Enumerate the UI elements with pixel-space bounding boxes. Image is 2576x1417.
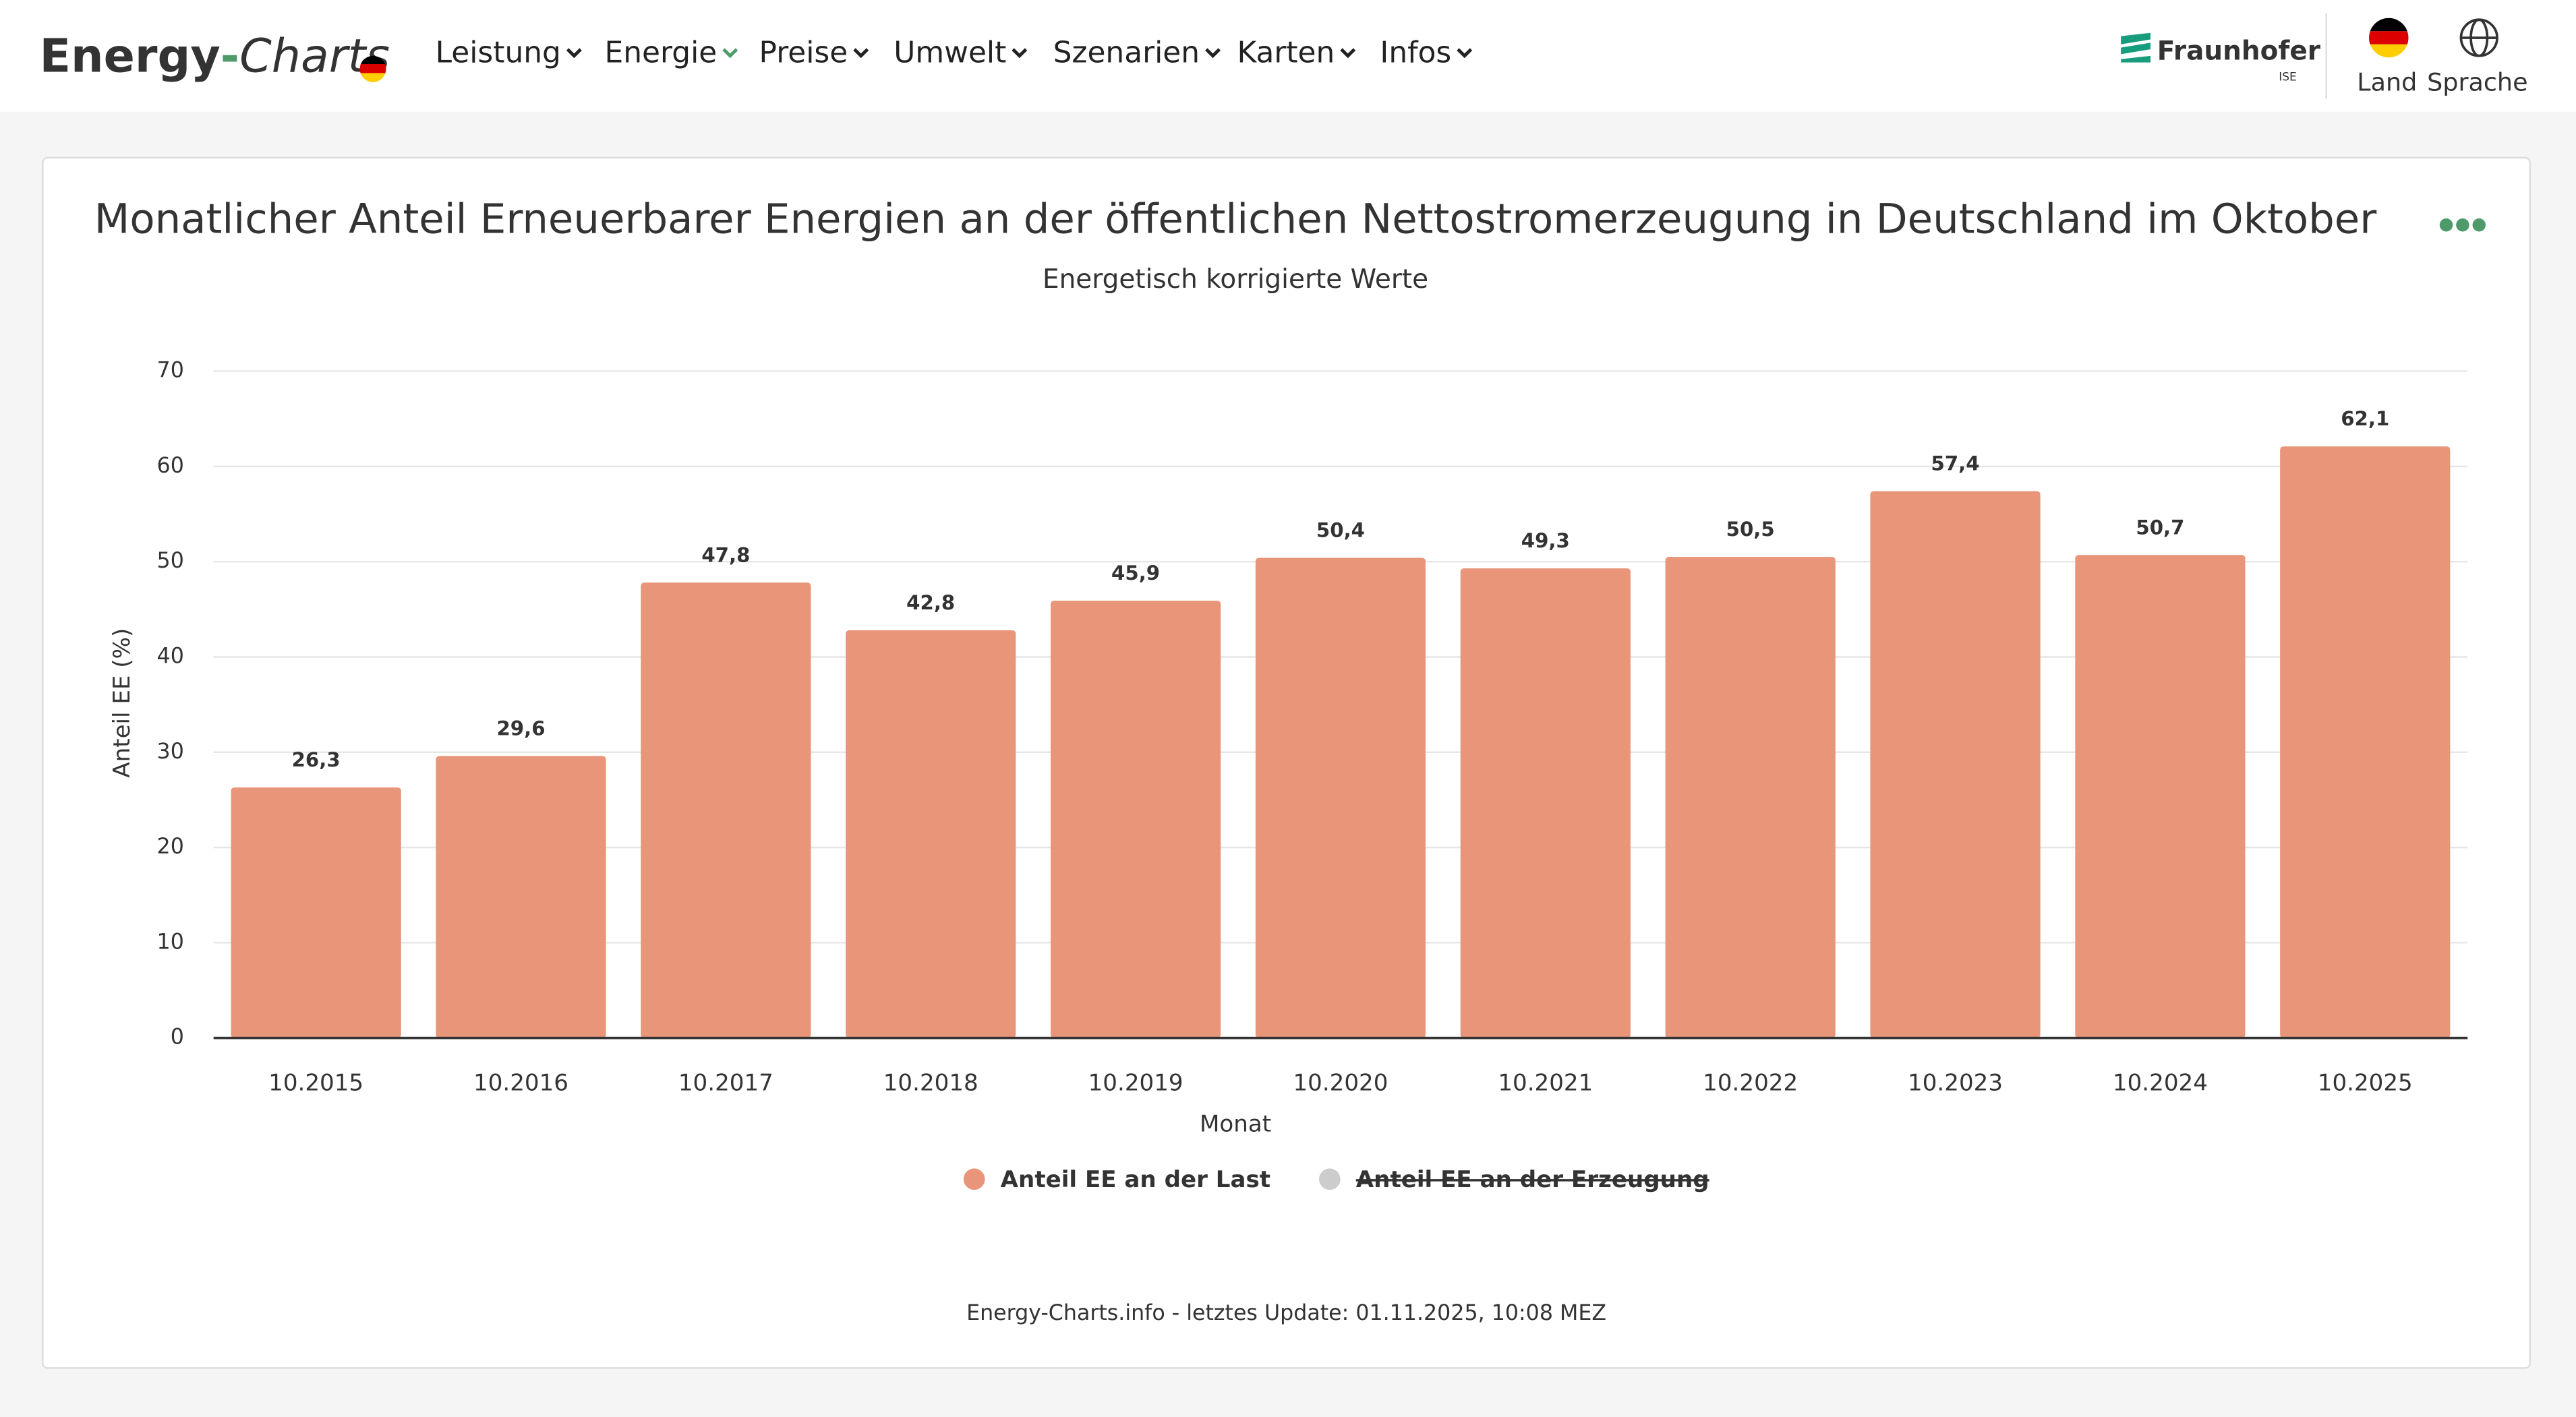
chevron[interactable]	[1340, 48, 1356, 59]
x-tick-label: 10.2022	[1703, 1069, 1798, 1096]
nav-item[interactable]: Karten	[1237, 35, 1335, 69]
plot: 0 10 20 30 40 50 60 70 10.2015 26,3 10.2016 29,6 10.…	[157, 359, 2468, 1193]
partner[interactable]: Fraunhofer	[2157, 36, 2321, 66]
chevron[interactable]	[1012, 48, 1028, 59]
partner-sub[interactable]: ISE	[2279, 71, 2297, 84]
y-tick-label: 40	[157, 644, 184, 669]
brand-text[interactable]: Energy	[39, 30, 220, 83]
data-label: 47,8	[701, 543, 750, 566]
x-tick-label: 10.2019	[1088, 1069, 1183, 1096]
nav-item[interactable]: Umwelt	[894, 35, 1006, 69]
nav-item[interactable]: Preise	[759, 35, 848, 69]
bar	[1255, 557, 1426, 1038]
x-tick-label: 10.2015	[268, 1069, 363, 1096]
data-label: 57,4	[1931, 452, 1980, 475]
x-tick-label: 10.2018	[883, 1069, 978, 1096]
legend-label[interactable]: Anteil EE an der Last	[1001, 1166, 1270, 1193]
y-tick-label: 20	[157, 835, 184, 859]
nav-item[interactable]: Szenarien	[1053, 35, 1200, 69]
y-tick-label: 50	[157, 549, 184, 573]
brand[interactable]: Energy-Charts	[39, 30, 390, 83]
footer: Energy-Charts.info - letztes Update: 01.…	[966, 1301, 1606, 1325]
bar	[2075, 555, 2246, 1038]
bar	[2280, 446, 2451, 1038]
language[interactable]: Sprache	[2427, 68, 2528, 97]
brand-text[interactable]: -	[221, 30, 239, 83]
y-tick-label: 10	[157, 930, 184, 954]
y-axis-title: Anteil EE (%)	[109, 628, 136, 778]
chevron[interactable]	[566, 48, 582, 59]
bar	[846, 630, 1016, 1038]
bar	[231, 787, 401, 1038]
y-tick-label: 60	[157, 454, 184, 478]
data-label: 49,3	[1521, 529, 1570, 552]
nav: Leistung Energie Preise Umwelt Szenarien Kart…	[436, 35, 1473, 69]
flag	[359, 55, 386, 82]
bar	[1665, 557, 1836, 1038]
nav-item[interactable]: Leistung	[436, 35, 561, 69]
menu-button[interactable]	[2439, 218, 2486, 232]
chevron[interactable]	[1205, 48, 1221, 59]
country[interactable]: Land	[2357, 68, 2417, 97]
nav-item[interactable]: Energie	[605, 35, 718, 69]
y-tick-label: 70	[157, 359, 184, 383]
x-tick-label: 10.2021	[1498, 1069, 1593, 1096]
globe-icon[interactable]	[2459, 18, 2498, 57]
y-tick-label: 0	[171, 1025, 184, 1050]
data-label: 50,5	[1726, 518, 1775, 541]
y-tick-label: 30	[157, 740, 184, 764]
data-label: 50,4	[1316, 519, 1365, 542]
legend-marker[interactable]	[1318, 1168, 1341, 1190]
chart-subtitle: Energetisch korrigierte Werte	[1043, 264, 1428, 295]
data-label: 26,3	[292, 748, 341, 771]
header-bar	[0, 0, 2576, 112]
chevron[interactable]	[722, 48, 738, 59]
data-label: 29,6	[496, 717, 545, 740]
data-label: 62,1	[2341, 407, 2389, 430]
bar	[1050, 601, 1221, 1038]
x-tick-label: 10.2025	[2318, 1069, 2413, 1096]
chevron[interactable]	[1457, 48, 1473, 59]
legend-label[interactable]: Anteil EE an der Erzeugung	[1356, 1166, 1709, 1193]
data-label: 50,7	[2136, 516, 2184, 539]
flag-round[interactable]	[2366, 16, 2411, 59]
fraunhofer-logo[interactable]: Fraunhofer ISE	[2121, 32, 2321, 84]
x-axis-title: Monat	[1200, 1110, 1271, 1137]
x-tick-label: 10.2016	[473, 1069, 568, 1096]
bar	[1870, 491, 2041, 1038]
chart-title: Monatlicher Anteil Erneuerbarer Energien…	[94, 195, 2377, 243]
x-tick-label: 10.2020	[1293, 1069, 1388, 1096]
nav-item[interactable]: Infos	[1380, 35, 1451, 69]
data-label: 42,8	[906, 591, 955, 614]
data-label: 45,9	[1111, 562, 1160, 584]
x-tick-label: 10.2023	[1908, 1069, 2003, 1096]
bar	[436, 756, 606, 1038]
bar	[1460, 568, 1631, 1038]
x-tick-label: 10.2017	[678, 1069, 773, 1096]
x-tick-label: 10.2024	[2113, 1069, 2208, 1096]
bar	[641, 582, 811, 1038]
legend-marker[interactable]	[963, 1168, 985, 1190]
chevron[interactable]	[853, 48, 869, 59]
